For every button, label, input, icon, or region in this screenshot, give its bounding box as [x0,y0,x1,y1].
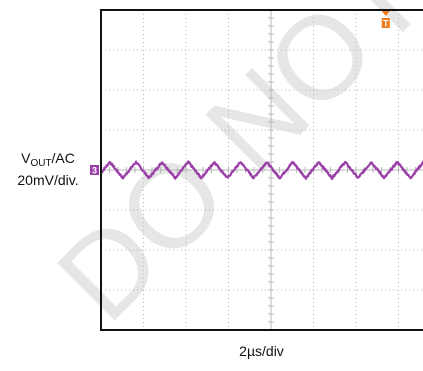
y-scale-label: 20mV/div. [17,172,79,188]
channel-3-marker: 3 [90,165,99,176]
channel-3-badge [90,165,99,175]
channel-3-label: 3 [92,166,97,176]
trigger-badge [381,18,390,28]
vout-trace [100,160,423,181]
x-axis-label: 2µs/div [239,343,284,359]
trigger-arrow [381,11,390,16]
y-axis-label: VOUT/AC 20mV/div. [6,150,90,189]
trigger-marker: T [381,11,390,29]
plot-frame [100,9,423,331]
vout-waveform [100,160,423,181]
trigger-label: T [383,19,389,29]
